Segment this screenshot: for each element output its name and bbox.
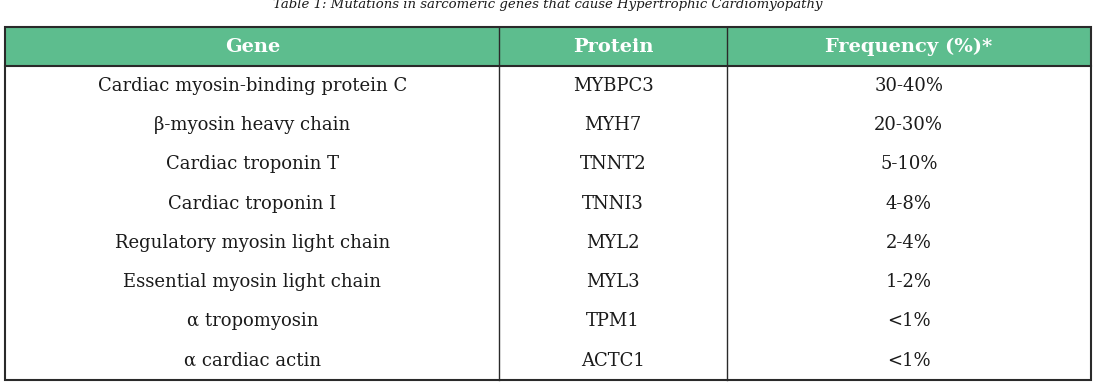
Text: Regulatory myosin light chain: Regulatory myosin light chain: [115, 234, 390, 252]
Text: Cardiac troponin I: Cardiac troponin I: [169, 195, 336, 212]
Text: 20-30%: 20-30%: [875, 116, 944, 134]
Text: MYL3: MYL3: [586, 273, 640, 291]
Bar: [5, 145, 1091, 184]
Text: α tropomyosin: α tropomyosin: [186, 312, 318, 330]
Text: 1-2%: 1-2%: [886, 273, 932, 291]
Text: <1%: <1%: [887, 351, 931, 369]
Text: Table 1: Mutations in sarcomeric genes that cause Hypertrophic Cardiomyopathy: Table 1: Mutations in sarcomeric genes t…: [273, 0, 823, 11]
Text: 2-4%: 2-4%: [886, 234, 932, 252]
Text: Frequency (%)*: Frequency (%)*: [825, 37, 992, 56]
Text: 5-10%: 5-10%: [880, 155, 937, 173]
Text: 4-8%: 4-8%: [886, 195, 932, 212]
Text: Protein: Protein: [573, 38, 653, 56]
Text: Cardiac myosin-binding protein C: Cardiac myosin-binding protein C: [98, 77, 407, 95]
Bar: [5, 302, 1091, 341]
Text: MYBPC3: MYBPC3: [573, 77, 653, 95]
Text: TNNT2: TNNT2: [580, 155, 647, 173]
Text: Essential myosin light chain: Essential myosin light chain: [124, 273, 381, 291]
Text: TPM1: TPM1: [586, 312, 640, 330]
Bar: [5, 105, 1091, 145]
Text: TNNI3: TNNI3: [582, 195, 644, 212]
Text: <1%: <1%: [887, 312, 931, 330]
Bar: [5, 66, 1091, 105]
Bar: [5, 262, 1091, 302]
Text: Cardiac troponin T: Cardiac troponin T: [165, 155, 339, 173]
Text: MYL2: MYL2: [586, 234, 640, 252]
Text: α cardiac actin: α cardiac actin: [184, 351, 321, 369]
Bar: [5, 27, 1091, 66]
Bar: [5, 184, 1091, 223]
Bar: [5, 223, 1091, 262]
Text: Gene: Gene: [225, 38, 279, 56]
Text: β-myosin heavy chain: β-myosin heavy chain: [155, 116, 351, 134]
Text: MYH7: MYH7: [584, 116, 642, 134]
Bar: [5, 341, 1091, 380]
Text: ACTC1: ACTC1: [581, 351, 646, 369]
Text: 30-40%: 30-40%: [875, 77, 944, 95]
